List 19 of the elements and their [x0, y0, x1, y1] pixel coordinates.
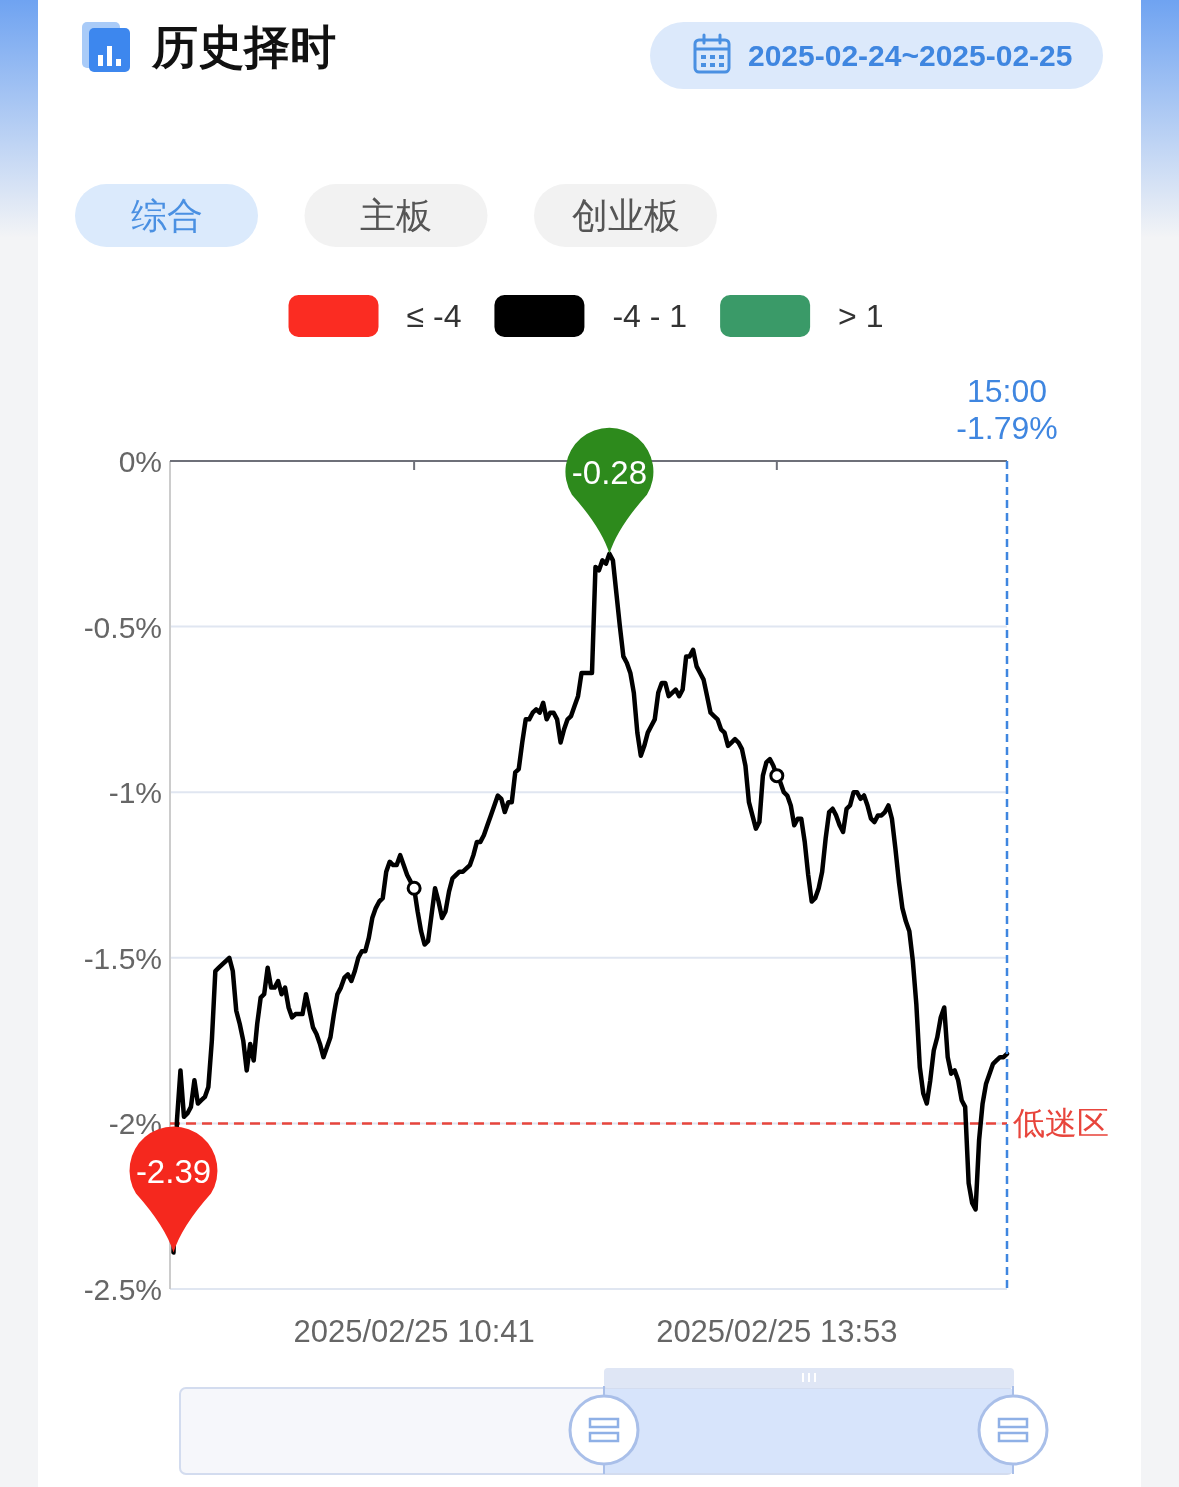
y-tick-label: 0% [118, 445, 162, 478]
annotation: -0.28 [571, 453, 648, 491]
legend-label: ≤ -4 [406, 298, 462, 334]
chart-subtitle: 2025-02-24~2025-02-25 [748, 39, 1073, 72]
tab: 创业板 [534, 184, 717, 247]
legend-label: -4 - 1 [612, 298, 688, 334]
chart-title: 历史择时 [151, 21, 336, 73]
x-tick-label: 2025/02/25 10:41 [293, 1314, 535, 1349]
ref-line-label: 低迷区 [1013, 1105, 1109, 1142]
x-tick-label: 2025/02/25 13:53 [656, 1314, 898, 1349]
y-tick-label: -1.5% [83, 941, 162, 975]
pin-label: -0.28 [565, 427, 654, 554]
y-tick-label: -2.5% [83, 1273, 162, 1306]
tab: 主板 [304, 184, 488, 247]
annotation: -2.39 [135, 1152, 212, 1190]
legend-label: > 1 [838, 298, 884, 334]
y-tick-label: -0.5% [83, 610, 162, 644]
y-tick-label: -1% [108, 776, 162, 810]
tab: 综合 [75, 184, 258, 247]
